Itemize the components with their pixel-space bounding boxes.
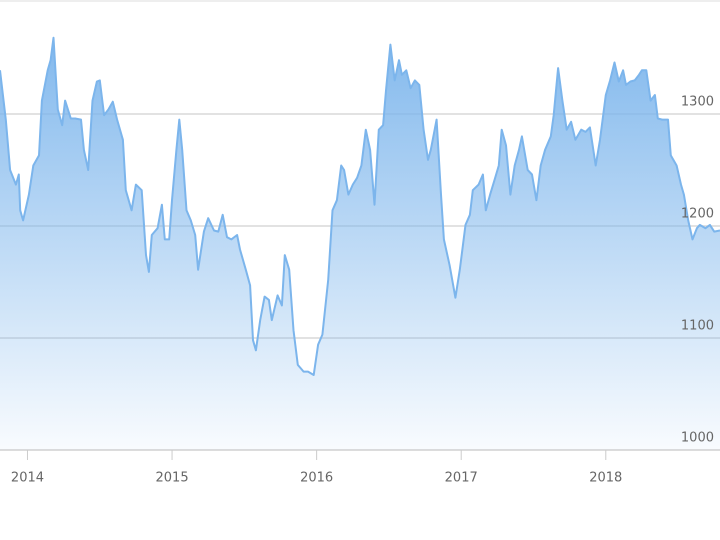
area-line <box>0 36 720 376</box>
y-tick-label: 1200 <box>681 207 714 222</box>
x-tick-label: 2016 <box>300 471 333 486</box>
x-tick-label: 2017 <box>445 471 478 486</box>
x-tick-label: 2015 <box>156 471 189 486</box>
y-tick-label: 1000 <box>681 431 714 446</box>
y-tick-label: 1300 <box>681 95 714 110</box>
x-tick-label: 2014 <box>11 471 44 486</box>
x-tick-label: 2018 <box>589 471 622 486</box>
y-tick-label: 1100 <box>681 319 714 334</box>
area-fill <box>0 37 720 451</box>
